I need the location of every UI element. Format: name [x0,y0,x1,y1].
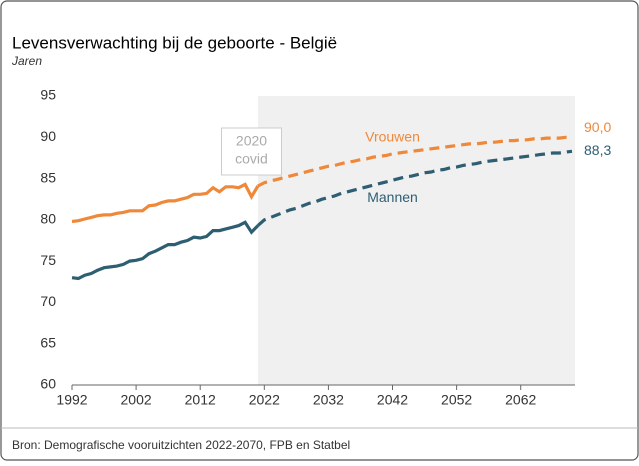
projection-area [257,96,575,385]
x-tick-label: 2062 [505,392,536,408]
series-label: Mannen [367,189,418,205]
y-tick-label: 90 [40,128,56,144]
x-tick-label: 2042 [377,392,408,408]
y-tick-label: 95 [40,87,56,103]
annotation: covid [235,151,268,167]
x-tick-label: 2012 [185,392,216,408]
projection-line [257,135,572,188]
observed-line [71,182,260,224]
x-tick-label: 2002 [121,392,152,408]
x-tick-label: 2022 [249,392,280,408]
chart-subtitle: Jaren [11,54,42,68]
y-tick-label: 70 [40,293,56,309]
end-label: 90,0 [584,119,611,135]
x-tick-label: 2052 [441,392,472,408]
projection-line [256,149,573,227]
y-tick-label: 80 [40,211,56,227]
chart-title: Levensverwachting bij de geboorte - Belg… [12,33,337,52]
y-tick-label: 85 [40,169,56,185]
annotation: 2020 [236,133,267,149]
x-tick-label: 1992 [56,392,87,408]
annotation-box [220,127,282,176]
end-label: 88,3 [584,142,611,158]
y-tick-label: 75 [40,252,56,268]
observed-line [71,220,260,281]
y-tick-label: 65 [40,334,56,350]
x-tick-label: 2032 [313,392,344,408]
series-label: Vrouwen [365,129,420,145]
y-tick-label: 60 [40,376,56,392]
source: Bron: Demografische vooruitzichten 2022-… [12,438,350,452]
